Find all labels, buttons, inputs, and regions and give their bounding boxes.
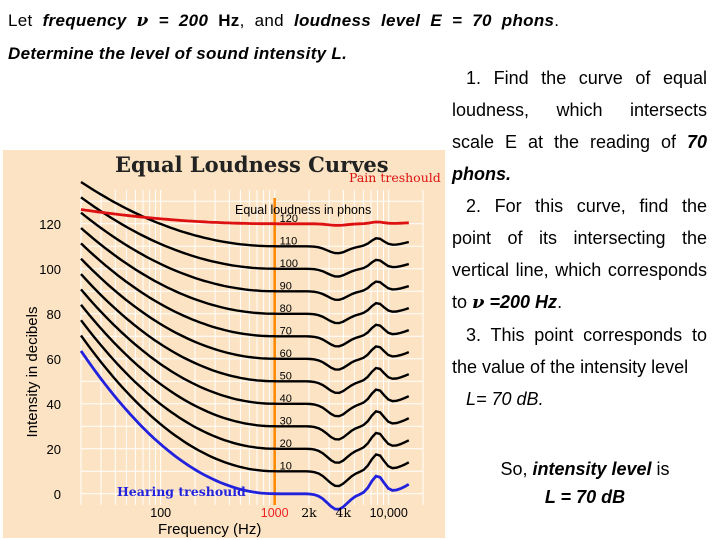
loudness-curve (80, 288, 410, 418)
equal-loudness-curves (79, 180, 410, 511)
phon-label: 80 (280, 303, 292, 315)
loudness-curve (80, 319, 410, 464)
result-line-2: L = 70 dB (544, 487, 626, 507)
problem-statement-line-1: Let frequency ν = 200 Hz, and loudness l… (8, 11, 560, 31)
phon-label: 70 (280, 325, 292, 337)
y-tick-label: 60 (47, 352, 61, 367)
phon-label: 100 (280, 258, 298, 270)
chart-title: Equal Loudness Curves (115, 152, 389, 177)
loudness-curve (80, 211, 410, 302)
loudness-curve (80, 227, 410, 325)
phon-label: 40 (280, 393, 292, 405)
loudness-curve (80, 304, 410, 441)
x-tick-label: 4k (336, 505, 352, 520)
phon-label: 60 (280, 348, 292, 360)
phon-label: 110 (280, 235, 298, 247)
y-tick-label: 40 (47, 397, 61, 412)
step-3-result: L= 70 dB. (466, 389, 544, 409)
y-tick-labels: 0 20 40 60 80 100 120 (39, 217, 61, 502)
pain-threshold-curve (80, 208, 409, 227)
x-tick-label: 2k (301, 505, 317, 520)
loudness-curve (80, 257, 410, 371)
loudness-curve (80, 334, 410, 488)
phon-label: 20 (280, 438, 292, 450)
step-2: 2. For this curve, find the point of its… (452, 196, 707, 313)
y-tick-label: 20 (47, 442, 61, 457)
x-tick-labels: 100 1000 2k 4k 10,000 (150, 505, 408, 520)
phon-label: 50 (280, 370, 292, 382)
y-tick-label: 120 (39, 217, 61, 232)
pain-threshold-label: Pain treshould (349, 170, 441, 185)
solution-steps: 1. Find the curve of equal loudness, whi… (452, 62, 707, 415)
loudness-curve (80, 196, 410, 278)
step-1: 1. Find the curve of equal loudness, whi… (452, 68, 707, 184)
loudness-curve (80, 242, 410, 348)
y-axis-label: Intensity in decibels (24, 307, 41, 438)
loudness-curve (80, 273, 410, 395)
x-tick-label: 100 (150, 506, 171, 520)
phon-label: 90 (280, 280, 292, 292)
phon-label: 10 (280, 460, 292, 472)
step-3: 3. This point corresponds to the value o… (452, 325, 707, 377)
result: So, intensity level is L = 70 dB (460, 455, 710, 511)
chart-background (3, 150, 445, 538)
equal-loudness-chart: 10 20 30 40 50 60 70 80 90 100 110 120 0 20 40 60 80 100… (3, 150, 445, 538)
hearing-threshold-curve (79, 350, 410, 511)
phon-label: 30 (280, 415, 292, 427)
phon-title: Equal loudness in phons (235, 203, 371, 217)
x-axis-label: Frequency (Hz) (158, 521, 261, 538)
y-tick-label: 80 (47, 307, 61, 322)
loudness-curve (80, 180, 410, 255)
hearing-threshold-label: Hearing treshould (117, 484, 246, 499)
x-tick-label: 1000 (261, 506, 289, 520)
result-line-1: So, intensity level is (500, 459, 670, 479)
nu-symbol: ν (136, 11, 149, 31)
problem-statement-line-2: Determine the level of sound intensity L… (8, 44, 348, 63)
y-tick-label: 0 (54, 487, 61, 502)
phon-labels: 10 20 30 40 50 60 70 80 90 100 110 120 (280, 213, 298, 473)
x-tick-label: 10,000 (370, 506, 408, 520)
phon-label: 120 (280, 213, 298, 225)
y-tick-label: 100 (39, 262, 61, 277)
